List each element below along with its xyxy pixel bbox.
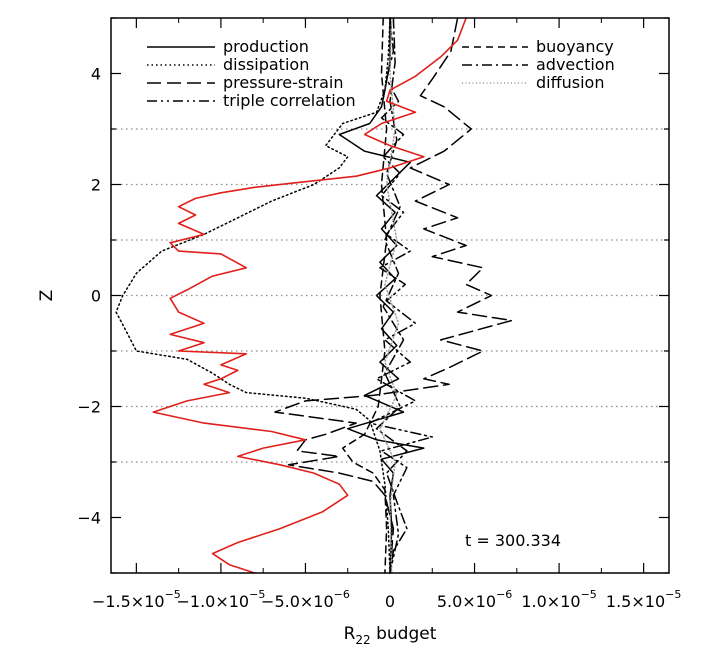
x-tick-exponent: −5 (665, 588, 681, 601)
series-line-buoyancy (341, 17, 388, 574)
series-line-dissipation (115, 17, 391, 574)
x-axis-label-suffix: budget (371, 624, 437, 644)
legend-label: production (223, 37, 309, 56)
x-tick-label: −1.5×10−5 (92, 588, 181, 611)
legend-item: pressure-strain (147, 73, 343, 92)
x-tick-exponent: −5 (249, 588, 265, 601)
series-line-red-curve (152, 17, 467, 574)
axis-ticks (111, 17, 669, 574)
series-line-advection (375, 17, 408, 574)
legend-label: advection (536, 55, 615, 74)
legend-item: advection (462, 55, 615, 74)
x-tick-label: 5.0×10−6 (437, 588, 512, 611)
x-axis-label-main: R (344, 624, 356, 644)
legend-item: triple correlation (147, 91, 356, 110)
tick-labels: −1.5×10−5−1.0×10−5−5.0×10−6 0 5.0×10−6 1.0×… (77, 65, 681, 612)
series-line-diffusion (379, 17, 400, 574)
x-tick-label: 1.5×10−5 (606, 588, 681, 611)
series-line-triple-correlation (368, 17, 434, 574)
x-axis-label-subscript: 22 (355, 633, 370, 647)
x-tick-exponent: −6 (334, 588, 350, 601)
legend-label: pressure-strain (223, 73, 343, 92)
series-line-pressure-strain (274, 17, 513, 574)
y-tick-label: 2 (91, 176, 101, 195)
legend: productiondissipationpressure-straintrip… (147, 37, 615, 110)
legend-label: diffusion (536, 73, 604, 92)
y-tick-label: 4 (91, 65, 101, 84)
y-axis-label: Z (37, 290, 57, 302)
legend-item: production (147, 37, 309, 56)
legend-label: buoyancy (536, 37, 614, 56)
series-layer (115, 17, 513, 574)
x-tick-exponent: −5 (581, 588, 597, 601)
legend-item: buoyancy (462, 37, 614, 56)
series-line-production (338, 17, 425, 574)
legend-item: dissipation (147, 55, 309, 74)
x-tick-exponent: −5 (165, 588, 181, 601)
y-tick-label: 0 (91, 287, 101, 306)
x-tick-label: 1.0×10−5 (521, 588, 596, 611)
x-tick-exponent: −6 (496, 588, 512, 601)
x-tick-label: 0 (385, 592, 395, 611)
legend-label: dissipation (223, 55, 309, 74)
x-tick-label: −5.0×10−6 (261, 588, 350, 611)
legend-item: diffusion (462, 73, 604, 92)
y-tick-label: −4 (77, 509, 101, 528)
time-annotation: t = 300.334 (465, 531, 561, 550)
x-axis-label: R22 budget (344, 624, 437, 647)
y-tick-label: −2 (77, 398, 101, 417)
legend-label: triple correlation (223, 91, 356, 110)
x-tick-label: −1.0×10−5 (176, 588, 265, 611)
grid-lines (111, 128, 669, 463)
